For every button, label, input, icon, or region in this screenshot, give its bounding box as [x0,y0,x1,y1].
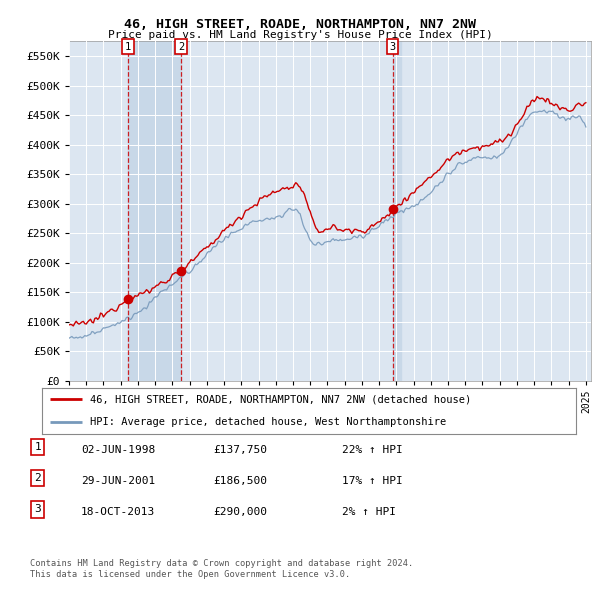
Text: 3: 3 [389,42,396,52]
Text: Contains HM Land Registry data © Crown copyright and database right 2024.: Contains HM Land Registry data © Crown c… [30,559,413,568]
Text: HPI: Average price, detached house, West Northamptonshire: HPI: Average price, detached house, West… [90,417,446,427]
Text: 17% ↑ HPI: 17% ↑ HPI [342,476,403,486]
Bar [128,41,181,381]
Text: 18-OCT-2013: 18-OCT-2013 [81,507,155,517]
Text: 1: 1 [34,442,41,452]
Text: 46, HIGH STREET, ROADE, NORTHAMPTON, NN7 2NW (detached house): 46, HIGH STREET, ROADE, NORTHAMPTON, NN7… [90,394,472,404]
Text: 02-JUN-1998: 02-JUN-1998 [81,445,155,455]
Text: 2: 2 [34,473,41,483]
Text: £290,000: £290,000 [213,507,267,517]
Text: 29-JUN-2001: 29-JUN-2001 [81,476,155,486]
Text: Price paid vs. HM Land Registry's House Price Index (HPI): Price paid vs. HM Land Registry's House … [107,30,493,40]
Text: £137,750: £137,750 [213,445,267,455]
Bar [393,41,401,381]
Text: £186,500: £186,500 [213,476,267,486]
Text: 22% ↑ HPI: 22% ↑ HPI [342,445,403,455]
Text: This data is licensed under the Open Government Licence v3.0.: This data is licensed under the Open Gov… [30,571,350,579]
Text: 46, HIGH STREET, ROADE, NORTHAMPTON, NN7 2NW: 46, HIGH STREET, ROADE, NORTHAMPTON, NN7… [124,18,476,31]
Text: 1: 1 [125,42,131,52]
Text: 3: 3 [34,504,41,514]
Text: 2: 2 [178,42,184,52]
Text: 2% ↑ HPI: 2% ↑ HPI [342,507,396,517]
